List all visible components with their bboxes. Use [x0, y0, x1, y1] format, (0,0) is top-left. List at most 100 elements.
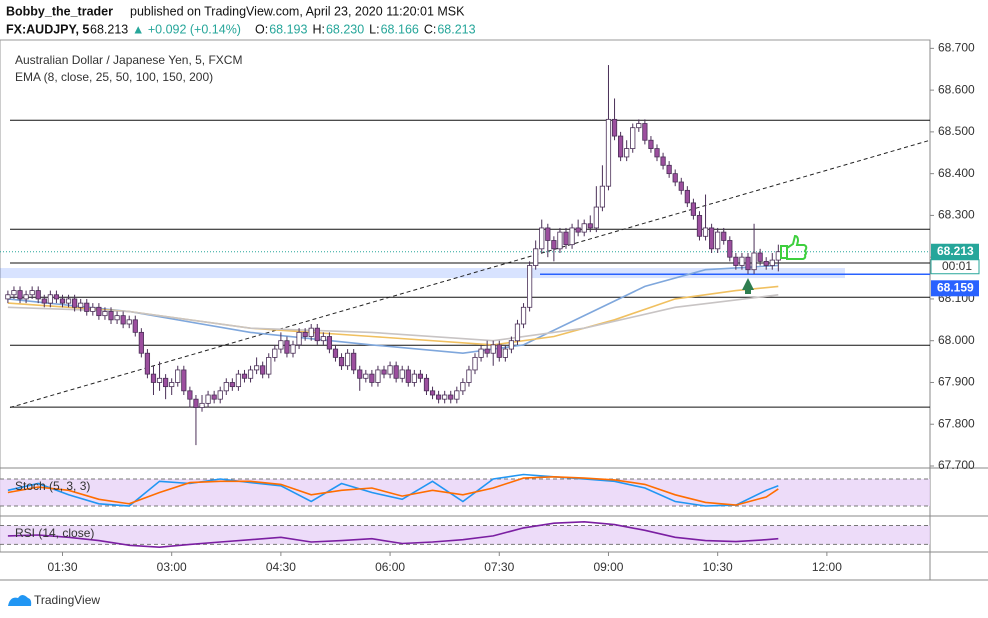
candle-body [53, 294, 60, 300]
candle-body [59, 298, 66, 304]
candle-body [557, 231, 563, 250]
candle-body [478, 348, 484, 358]
candle-body [624, 148, 630, 158]
rsi-legend: RSI (14, close) [15, 526, 94, 540]
candle-body [745, 256, 751, 271]
candle-body [611, 118, 618, 137]
candle-body [411, 373, 417, 383]
x-tick-label: 10:30 [703, 560, 733, 574]
candle-body [442, 394, 448, 400]
price-label: 68.159 [937, 280, 974, 294]
candle-body [138, 331, 144, 354]
trendline [9, 139, 931, 409]
candle-body [429, 390, 436, 396]
candle-body [156, 377, 163, 383]
candle-body [35, 290, 41, 300]
level-band [0, 525, 930, 545]
candle-body [757, 252, 763, 262]
candle-body [114, 315, 120, 321]
candle-body [527, 265, 533, 308]
candle-body [709, 227, 715, 250]
candle-body [254, 365, 260, 371]
candle-body [678, 181, 684, 191]
candle-body [727, 240, 733, 258]
candle-body [508, 340, 515, 350]
ohlc-label: O: [255, 22, 268, 36]
ohlc: O: 68.193 H: 68.230 L: 68.166 C: 68.213 [255, 22, 476, 36]
x-tick-label: 01:30 [47, 560, 77, 574]
candle-body [338, 357, 345, 367]
candle-body [539, 227, 545, 250]
y-tick-label: 67.900 [938, 375, 975, 389]
candle-body [235, 373, 242, 388]
candle-body [763, 260, 769, 266]
y-tick-label: 68.500 [938, 124, 975, 138]
candle-body [351, 352, 357, 371]
x-tick-label: 09:00 [593, 560, 623, 574]
candle-body [484, 348, 490, 354]
candle-body [520, 306, 527, 325]
plot: 68.70068.60068.50068.40068.30068.20068.1… [0, 41, 980, 574]
candle-body [660, 156, 666, 166]
candle-body [78, 302, 84, 308]
candle-body [696, 215, 703, 237]
ohlc-label: L: [369, 22, 379, 36]
candle-body [72, 298, 78, 308]
candle-body [150, 373, 157, 383]
price-label: 68.213 [937, 244, 974, 258]
candle-body [605, 118, 612, 187]
candle-body [90, 306, 96, 312]
candle-body [436, 394, 442, 400]
y-tick-label: 67.700 [938, 458, 975, 472]
candle-body [545, 227, 551, 241]
candle-body [11, 290, 17, 296]
tradingview-logo [8, 595, 32, 606]
candle-body [272, 348, 278, 358]
x-tick-label: 06:00 [375, 560, 405, 574]
price-label-box [931, 243, 979, 260]
candle-body [733, 256, 739, 266]
candle-body [187, 390, 193, 400]
candle-body [260, 365, 266, 375]
candle-body [363, 373, 369, 379]
candle-body [672, 173, 678, 183]
countdown: 00:01 [942, 259, 972, 273]
candle-body [65, 298, 72, 304]
x-tick-label: 07:30 [484, 560, 514, 574]
candle-body [375, 369, 381, 383]
ohlc-value: 68.213 [437, 22, 475, 36]
candle-body [423, 377, 430, 392]
author: Bobby_the_trader [6, 4, 113, 18]
candle-body [715, 231, 721, 250]
change: ▲ +0.092 (+0.14%) [132, 22, 241, 36]
candle-body [769, 259, 775, 266]
candle-body [144, 352, 151, 375]
candle-body [199, 402, 205, 408]
y-tick-label: 68.000 [938, 333, 975, 347]
candle-body [326, 336, 333, 350]
candle-body [466, 369, 472, 383]
candle-body [381, 369, 387, 375]
candle-body [247, 369, 254, 379]
candle-body [102, 311, 108, 317]
ohlc-value: 68.230 [326, 22, 364, 36]
ohlc-value: 68.193 [269, 22, 307, 36]
candle-body [120, 315, 126, 325]
candle-body [229, 382, 235, 388]
price-label-box [931, 280, 979, 297]
y-tick-label: 68.400 [938, 166, 975, 180]
candle-body [533, 248, 539, 266]
candle-body [454, 390, 460, 400]
candle-body [47, 294, 53, 304]
candle-body [308, 327, 314, 337]
candle-body [23, 294, 29, 300]
candle-body [241, 373, 248, 379]
candle-body [642, 123, 648, 141]
candle-body [284, 340, 290, 354]
candle-body [84, 302, 90, 312]
candle-body [266, 357, 272, 375]
ema-line [7, 294, 779, 342]
candle-body [181, 369, 187, 392]
candle-body [636, 123, 642, 129]
